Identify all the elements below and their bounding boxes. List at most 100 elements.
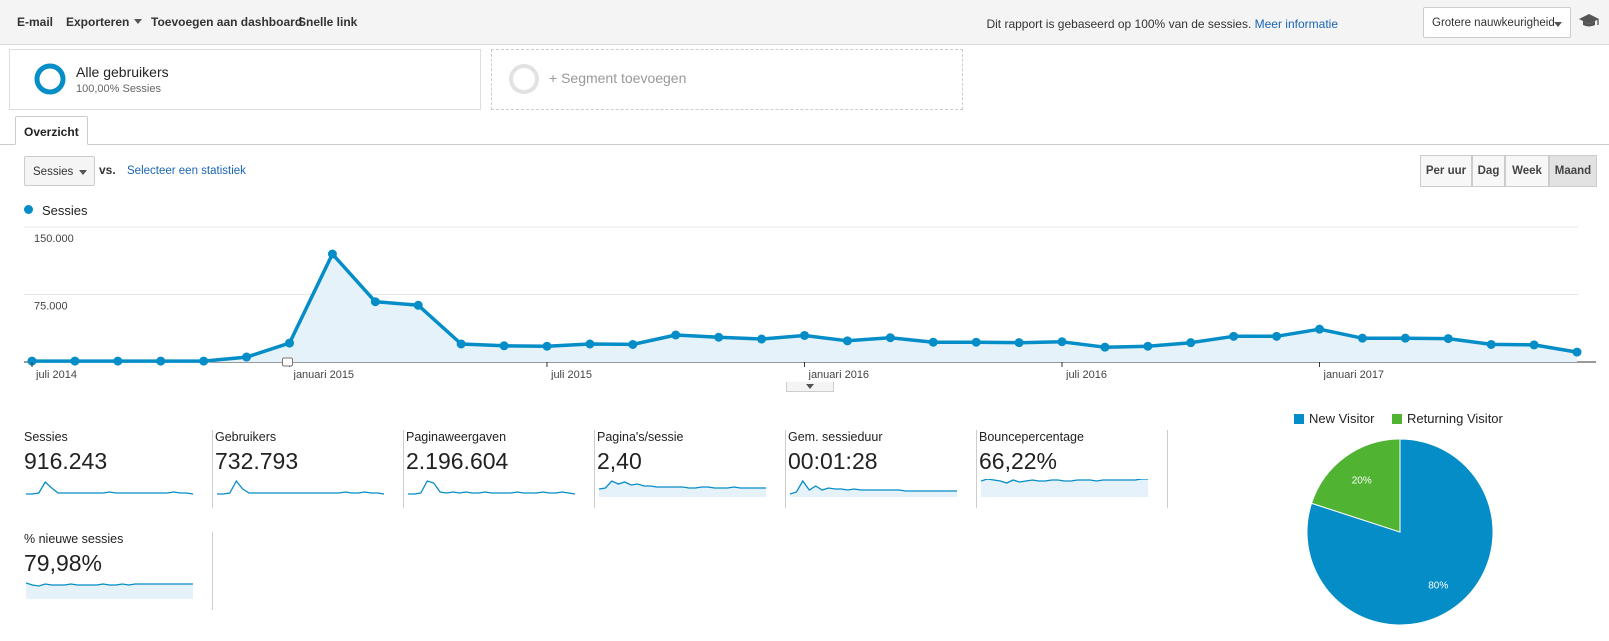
y-tick-label: 150.000 xyxy=(34,233,74,245)
sparkline-line xyxy=(790,479,957,495)
x-tick-label: januari 2016 xyxy=(808,369,870,380)
metric-label: Sessies xyxy=(33,166,74,178)
data-point[interactable] xyxy=(1357,333,1367,343)
metric-card-value: 2,40 xyxy=(597,448,642,474)
data-point[interactable] xyxy=(1100,342,1110,352)
data-point[interactable] xyxy=(1057,337,1067,347)
metric-card-value: 00:01:28 xyxy=(788,448,878,474)
metric-card[interactable]: Paginaweergaven 2.196.604 xyxy=(406,430,595,508)
vs-label: vs. xyxy=(99,163,116,177)
data-point[interactable] xyxy=(1529,340,1539,350)
data-point[interactable] xyxy=(542,341,552,351)
sparkline xyxy=(26,480,194,495)
pie-slice-label: 20% xyxy=(1352,475,1372,486)
data-point[interactable] xyxy=(885,333,895,343)
pie-slice[interactable] xyxy=(1310,438,1401,533)
sparkline-area xyxy=(599,481,766,497)
segment-title: Alle gebruikers xyxy=(76,64,169,80)
data-point[interactable] xyxy=(1186,338,1196,348)
export-button[interactable]: Exporteren xyxy=(66,15,143,29)
chevron-down-icon xyxy=(1554,22,1562,27)
pie-legend-item[interactable]: Returning Visitor xyxy=(1392,411,1503,426)
data-point[interactable] xyxy=(1315,324,1324,334)
metric-card-value: 79,98% xyxy=(24,550,103,576)
sparkline xyxy=(408,480,576,495)
granularity-button-3[interactable]: Maand xyxy=(1549,155,1597,187)
pie-slice-label: 80% xyxy=(1428,581,1448,592)
data-point[interactable] xyxy=(370,297,380,307)
data-point[interactable] xyxy=(242,352,252,362)
data-point[interactable] xyxy=(327,249,337,259)
chevron-down-icon xyxy=(79,170,87,175)
tab-overview[interactable]: Overzicht xyxy=(15,116,88,145)
metric-card-label: Gebruikers xyxy=(215,430,277,444)
data-point[interactable] xyxy=(628,339,638,349)
email-button[interactable]: E-mail xyxy=(17,15,54,29)
x-tick-label: januari 2015 xyxy=(293,369,355,380)
metric-card[interactable]: Bouncepercentage 66,22% xyxy=(979,430,1168,508)
sparkline-line xyxy=(408,480,576,495)
metric-card[interactable]: Gebruikers 732.793 xyxy=(215,430,404,508)
data-point[interactable] xyxy=(1572,347,1582,357)
data-point[interactable] xyxy=(1400,333,1410,343)
data-point[interactable] xyxy=(1143,341,1153,351)
data-point[interactable] xyxy=(671,330,681,340)
data-point[interactable] xyxy=(499,341,509,351)
report-toolbar: E-mail Exporteren Toevoegen aan dashboar… xyxy=(0,0,1609,45)
data-point[interactable] xyxy=(757,334,767,344)
granularity-button-0[interactable]: Per uur xyxy=(1420,155,1472,187)
pie-legend-item[interactable]: New Visitor xyxy=(1294,411,1375,426)
metric-card-label: Gem. sessieduur xyxy=(788,430,883,444)
metric-card[interactable]: Sessies 916.243 xyxy=(24,430,213,508)
graduation-cap-icon[interactable] xyxy=(1578,13,1600,29)
metric-card-value: 732.793 xyxy=(215,448,299,474)
shortcut-button[interactable]: Snelle link xyxy=(298,15,358,29)
metric-dropdown[interactable]: Sessies xyxy=(24,156,95,186)
add-to-dashboard-button[interactable]: Toevoegen aan dashboard xyxy=(151,15,303,29)
data-point[interactable] xyxy=(842,336,852,346)
data-point[interactable] xyxy=(971,337,981,347)
data-point[interactable] xyxy=(714,332,724,342)
data-point[interactable] xyxy=(928,337,938,347)
sparkline-area xyxy=(790,481,957,497)
sparkline xyxy=(790,479,957,497)
data-point[interactable] xyxy=(285,338,294,348)
data-point[interactable] xyxy=(456,339,466,349)
pie-legend-label: New Visitor xyxy=(1309,411,1375,426)
pie-legend-swatch xyxy=(1294,414,1304,424)
granularity-button-1[interactable]: Dag xyxy=(1472,155,1505,187)
data-point[interactable] xyxy=(1443,334,1453,344)
select-statistic-link[interactable]: Selecteer een statistiek xyxy=(127,165,246,177)
data-point[interactable] xyxy=(113,356,123,366)
data-point[interactable] xyxy=(199,356,209,366)
sparkline-area xyxy=(981,479,1148,497)
data-point[interactable] xyxy=(413,300,423,310)
metric-card-label: Sessies xyxy=(24,430,68,444)
metric-card[interactable]: Pagina's/sessie 2,40 xyxy=(597,430,786,508)
segment-all-users[interactable]: Alle gebruikers 100,00% Sessies xyxy=(9,49,481,110)
data-point[interactable] xyxy=(1272,331,1282,341)
data-point[interactable] xyxy=(800,330,809,340)
data-point[interactable] xyxy=(1014,338,1024,348)
data-point[interactable] xyxy=(585,339,595,349)
data-point[interactable] xyxy=(156,356,166,366)
chart-collapse-toggle[interactable] xyxy=(786,382,834,392)
add-segment-label: + Segment toevoegen xyxy=(549,70,687,86)
data-point[interactable] xyxy=(1229,331,1239,341)
sampling-note: Dit rapport is gebaseerd op 100% van de … xyxy=(986,17,1338,31)
add-segment-button[interactable]: + Segment toevoegen xyxy=(491,49,963,110)
sparkline-line xyxy=(26,582,193,587)
data-point[interactable] xyxy=(27,356,37,366)
segment-subtitle: 100,00% Sessies xyxy=(76,83,161,95)
chevron-down-icon xyxy=(134,19,143,24)
metric-card[interactable]: % nieuwe sessies 79,98% xyxy=(24,532,213,610)
data-point[interactable] xyxy=(70,356,80,366)
annotation-marker-icon[interactable] xyxy=(282,357,293,367)
x-tick-label: juli 2015 xyxy=(550,369,592,380)
metric-card[interactable]: Gem. sessieduur 00:01:28 xyxy=(788,430,977,508)
granularity-button-2[interactable]: Week xyxy=(1505,155,1549,187)
data-point[interactable] xyxy=(1486,339,1496,349)
precision-dropdown[interactable]: Grotere nauwkeurigheid xyxy=(1423,7,1571,38)
series-area xyxy=(32,254,1577,362)
more-info-link[interactable]: Meer informatie xyxy=(1254,17,1338,31)
